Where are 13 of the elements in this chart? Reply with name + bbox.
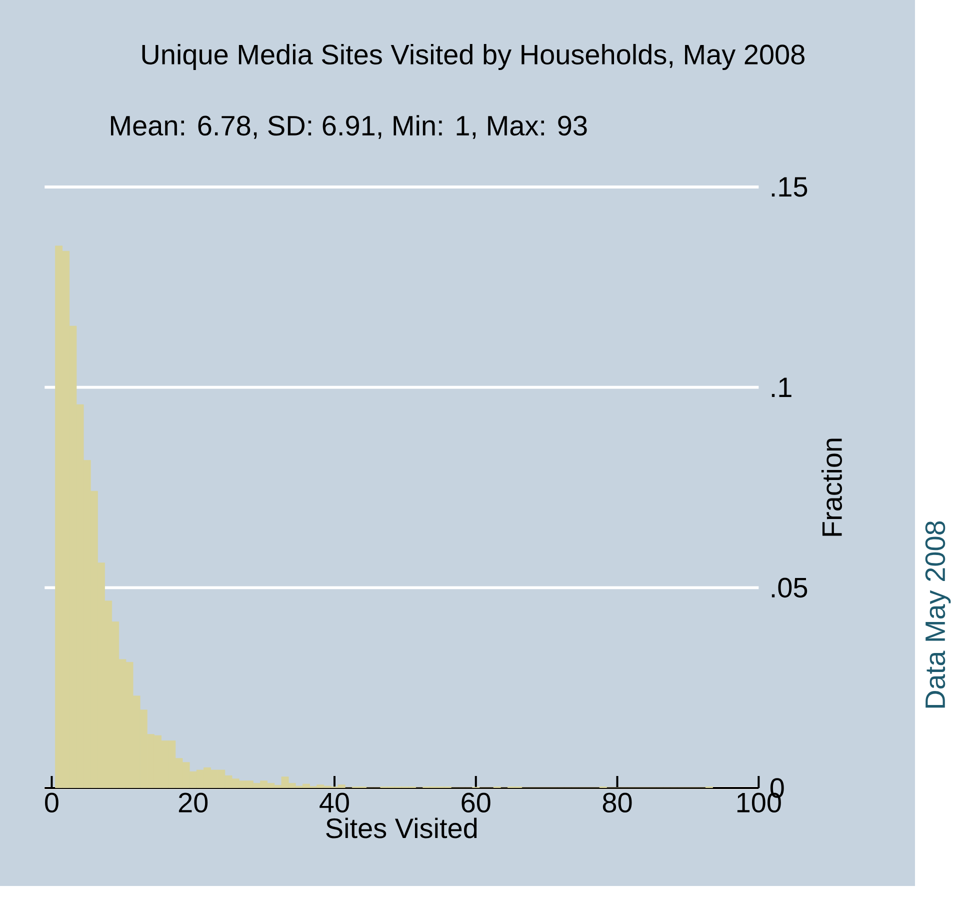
x-tick-label: 60 — [462, 792, 490, 813]
x-axis-title: Sites Visited — [326, 818, 477, 838]
chart-subtitle: Mean: 6.78, SD: 6.91, Min: 1, Max: 93 — [111, 115, 587, 139]
y-tick-label: .1 — [772, 378, 792, 397]
chart-title: Unique Media Sites Visited by Households, May 2008 — [142, 44, 804, 70]
x-tick-label: 20 — [178, 792, 208, 813]
y-tick-label: .05 — [772, 578, 808, 598]
x-tick-label: 0 — [45, 792, 58, 813]
y-tick-label: .15 — [772, 177, 808, 197]
x-tick-label: 40 — [320, 792, 349, 813]
text: Data May 2008 — [925, 521, 951, 708]
x-tick-label: 80 — [602, 792, 632, 813]
y-axis-title: Fraction — [821, 438, 842, 536]
